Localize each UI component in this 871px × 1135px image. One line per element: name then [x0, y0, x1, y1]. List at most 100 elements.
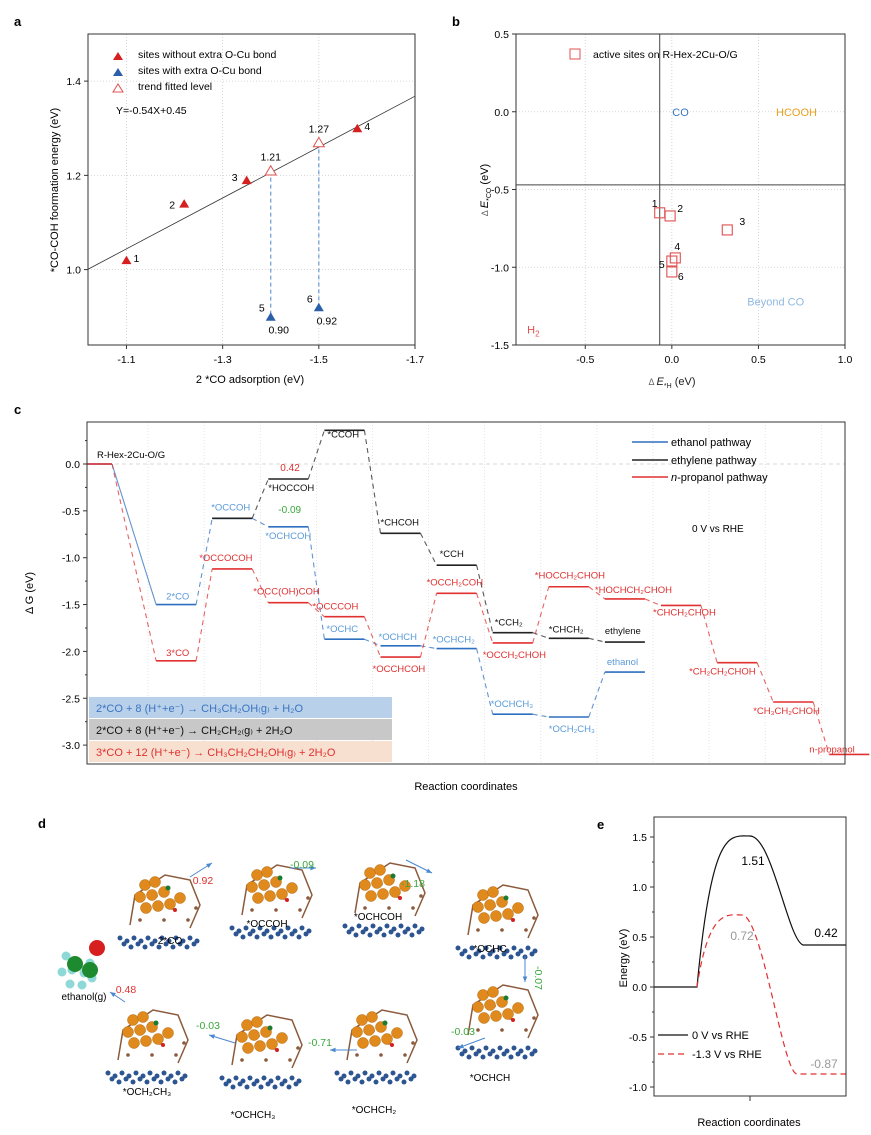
copper-atom — [137, 1011, 149, 1023]
graphene-atom — [254, 934, 260, 940]
connector-line — [307, 526, 325, 640]
copper-atom — [152, 1033, 164, 1045]
graphene-atom — [117, 935, 123, 941]
legend-label: ethanol pathway — [671, 437, 752, 449]
graphene-atom — [170, 944, 176, 950]
point-label: 1 — [134, 253, 140, 265]
graphene-atom — [119, 1070, 125, 1076]
carbon-atom — [363, 906, 367, 910]
panel-d-mechanism: 2*CO *OCCOH *OCHCOH *OCHC *OCHCH *OCHCH₂ *OCHC… — [57, 859, 544, 1121]
graphene-atom — [233, 931, 239, 937]
graphene-atom — [483, 1045, 489, 1051]
point-label: 6 — [307, 293, 313, 305]
graphene-atom — [408, 1076, 414, 1082]
copper-atom — [149, 876, 161, 888]
reaction-box — [89, 719, 392, 740]
y-tick-label: 1.2 — [66, 170, 81, 182]
step-annotation: 0.42 — [280, 463, 300, 474]
copper-atom — [140, 902, 152, 914]
carbon-atom — [296, 1046, 300, 1050]
step-energy-label: 0.92 — [193, 875, 214, 887]
copper-atom — [363, 1024, 375, 1036]
graphene-atom — [515, 1051, 521, 1057]
graphene-atom — [529, 1051, 535, 1057]
connector-line — [532, 586, 550, 644]
graphene-atom — [265, 1081, 271, 1087]
adsorbate-carbon — [277, 875, 283, 881]
graphene-atom — [416, 929, 422, 935]
arrowhead-icon — [522, 976, 528, 982]
graphene-atom — [131, 935, 137, 941]
connector-line — [588, 586, 606, 600]
graphene-atom — [137, 1076, 143, 1082]
intermediate-label: *OCCH₂CHOH — [483, 650, 546, 661]
intermediate-structure — [219, 1014, 303, 1090]
graphene-atom — [394, 1076, 400, 1082]
carbon-atom — [387, 906, 391, 910]
graphene-atom — [275, 1075, 281, 1081]
copper-atom — [389, 886, 401, 898]
copper-atom — [357, 1037, 369, 1049]
legend-label: 0 V vs RHE — [692, 1030, 749, 1042]
graphene-atom — [179, 1076, 185, 1082]
final-value-label: 0.42 — [814, 926, 838, 940]
graphene-atom — [395, 932, 401, 938]
carbon-atom — [194, 906, 198, 910]
oxygen-atom — [390, 1043, 394, 1047]
connector-line — [476, 565, 494, 633]
copper-atom — [254, 1040, 266, 1052]
graphene-atom — [172, 1079, 178, 1085]
intermediate-label: n-propanol — [809, 744, 854, 755]
final-value-label: -0.87 — [810, 1057, 838, 1071]
intermediate-label: *CH₃CH₂CHOH — [753, 706, 820, 717]
graphene-atom — [109, 1076, 115, 1082]
copper-atom — [236, 1031, 248, 1043]
legend-a: sites without extra O-Cu bond sites with… — [112, 49, 276, 93]
graphene-atom — [387, 1079, 393, 1085]
ethanol-molecule — [57, 940, 105, 990]
intermediate-label: *CHCH₂CHOH — [653, 607, 716, 618]
connector-line — [588, 671, 606, 718]
y-tick-label: -0.5 — [629, 1032, 647, 1044]
graphene-atom — [404, 1070, 410, 1076]
region-label: H2 — [527, 324, 540, 338]
point-label: 3 — [232, 172, 238, 184]
x-axis-label-c: Reaction coordinates — [414, 781, 518, 793]
copper-atom — [164, 898, 176, 910]
data-point-red — [352, 123, 363, 133]
graphene-atom — [135, 941, 141, 947]
graphene-atom — [247, 931, 253, 937]
carbon-atom — [264, 1058, 268, 1062]
graphene-atom — [145, 935, 151, 941]
legend-marker-open-square — [569, 48, 581, 60]
copper-atom — [242, 1042, 254, 1054]
point-value-label: 0.90 — [269, 325, 290, 337]
y-tick-label: 1.5 — [632, 832, 647, 844]
step-energy-label: -0.09 — [290, 859, 314, 871]
intermediate-label: *OCCOCOH — [199, 553, 252, 564]
panel-c-chart: 2*CO + 8 (H⁺+e⁻) → CH₃CH₂OH₍g₎ + H₂O 2*CO… — [24, 421, 870, 793]
intermediate-label: *OCCOH — [246, 919, 287, 930]
graphene-atom — [497, 945, 503, 951]
y-axis-label-c: Δ G (eV) — [24, 572, 36, 614]
step-annotation: -0.09 — [278, 505, 301, 516]
intermediate-label: *HOCCOH — [268, 483, 314, 494]
copper-atom — [264, 890, 276, 902]
graphene-atom — [466, 1054, 472, 1060]
intermediate-label: *OCHC — [473, 944, 506, 955]
intermediate-label: *CCOH — [327, 429, 359, 440]
copper-atom — [248, 1029, 260, 1041]
graphene-atom — [494, 954, 500, 960]
intermediate-label: *OCHCH — [379, 632, 418, 643]
graphene-atom — [261, 1075, 267, 1081]
graphene-atom — [466, 954, 472, 960]
carbon-frame — [467, 884, 539, 939]
data-point-red — [179, 199, 190, 208]
x-axis-label-e: Reaction coordinates — [697, 1117, 801, 1129]
graphene-atom — [296, 934, 302, 940]
carbon-frame — [467, 984, 539, 1039]
graphene-atom — [480, 954, 486, 960]
graphene-atom — [360, 929, 366, 935]
graphene-atom — [121, 941, 127, 947]
